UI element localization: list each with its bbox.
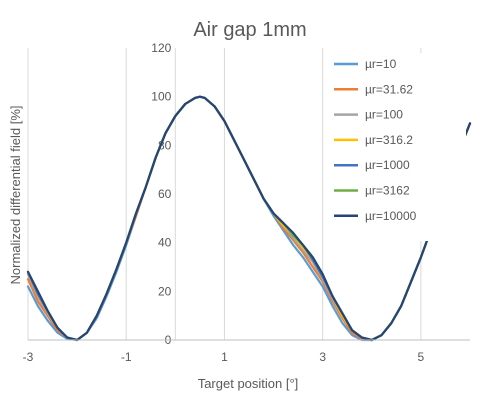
x-tick-label-1: -1 (121, 350, 132, 364)
y-tick-label-6: 120 (151, 41, 171, 55)
chart-title: Air gap 1mm (193, 19, 306, 41)
legend-background (328, 53, 466, 241)
series-lines (26, 95, 472, 342)
legend-label-5: µr=3162 (365, 184, 410, 198)
y-tick-label-2: 40 (158, 236, 172, 250)
legend-label-0: µr=10 (365, 57, 397, 71)
y-tick-label-5: 100 (151, 90, 171, 104)
y-axis-label: Normalized differential field [%] (8, 106, 23, 285)
y-tick-label-3: 60 (158, 187, 172, 201)
legend-label-1: µr=31.62 (365, 82, 413, 96)
x-tick-label-0: -3 (23, 350, 34, 364)
x-axis-label: Target position [°] (198, 376, 299, 391)
legend: µr=10 µr=31.62 µr=100 µr=316.2 µr=1000 µr=316… (328, 53, 466, 241)
y-tick-label-1: 20 (158, 284, 172, 298)
legend-label-4: µr=1000 (365, 158, 410, 172)
legend-label-3: µr=316.2 (365, 133, 413, 147)
x-tick-label-3: 3 (319, 350, 326, 364)
x-tick-label-2: 1 (221, 350, 228, 364)
series-line-6 (26, 95, 472, 342)
legend-label-2: µr=100 (365, 108, 403, 122)
legend-label-6: µr=10000 (365, 209, 417, 223)
x-tick-label-4: 5 (418, 350, 425, 364)
